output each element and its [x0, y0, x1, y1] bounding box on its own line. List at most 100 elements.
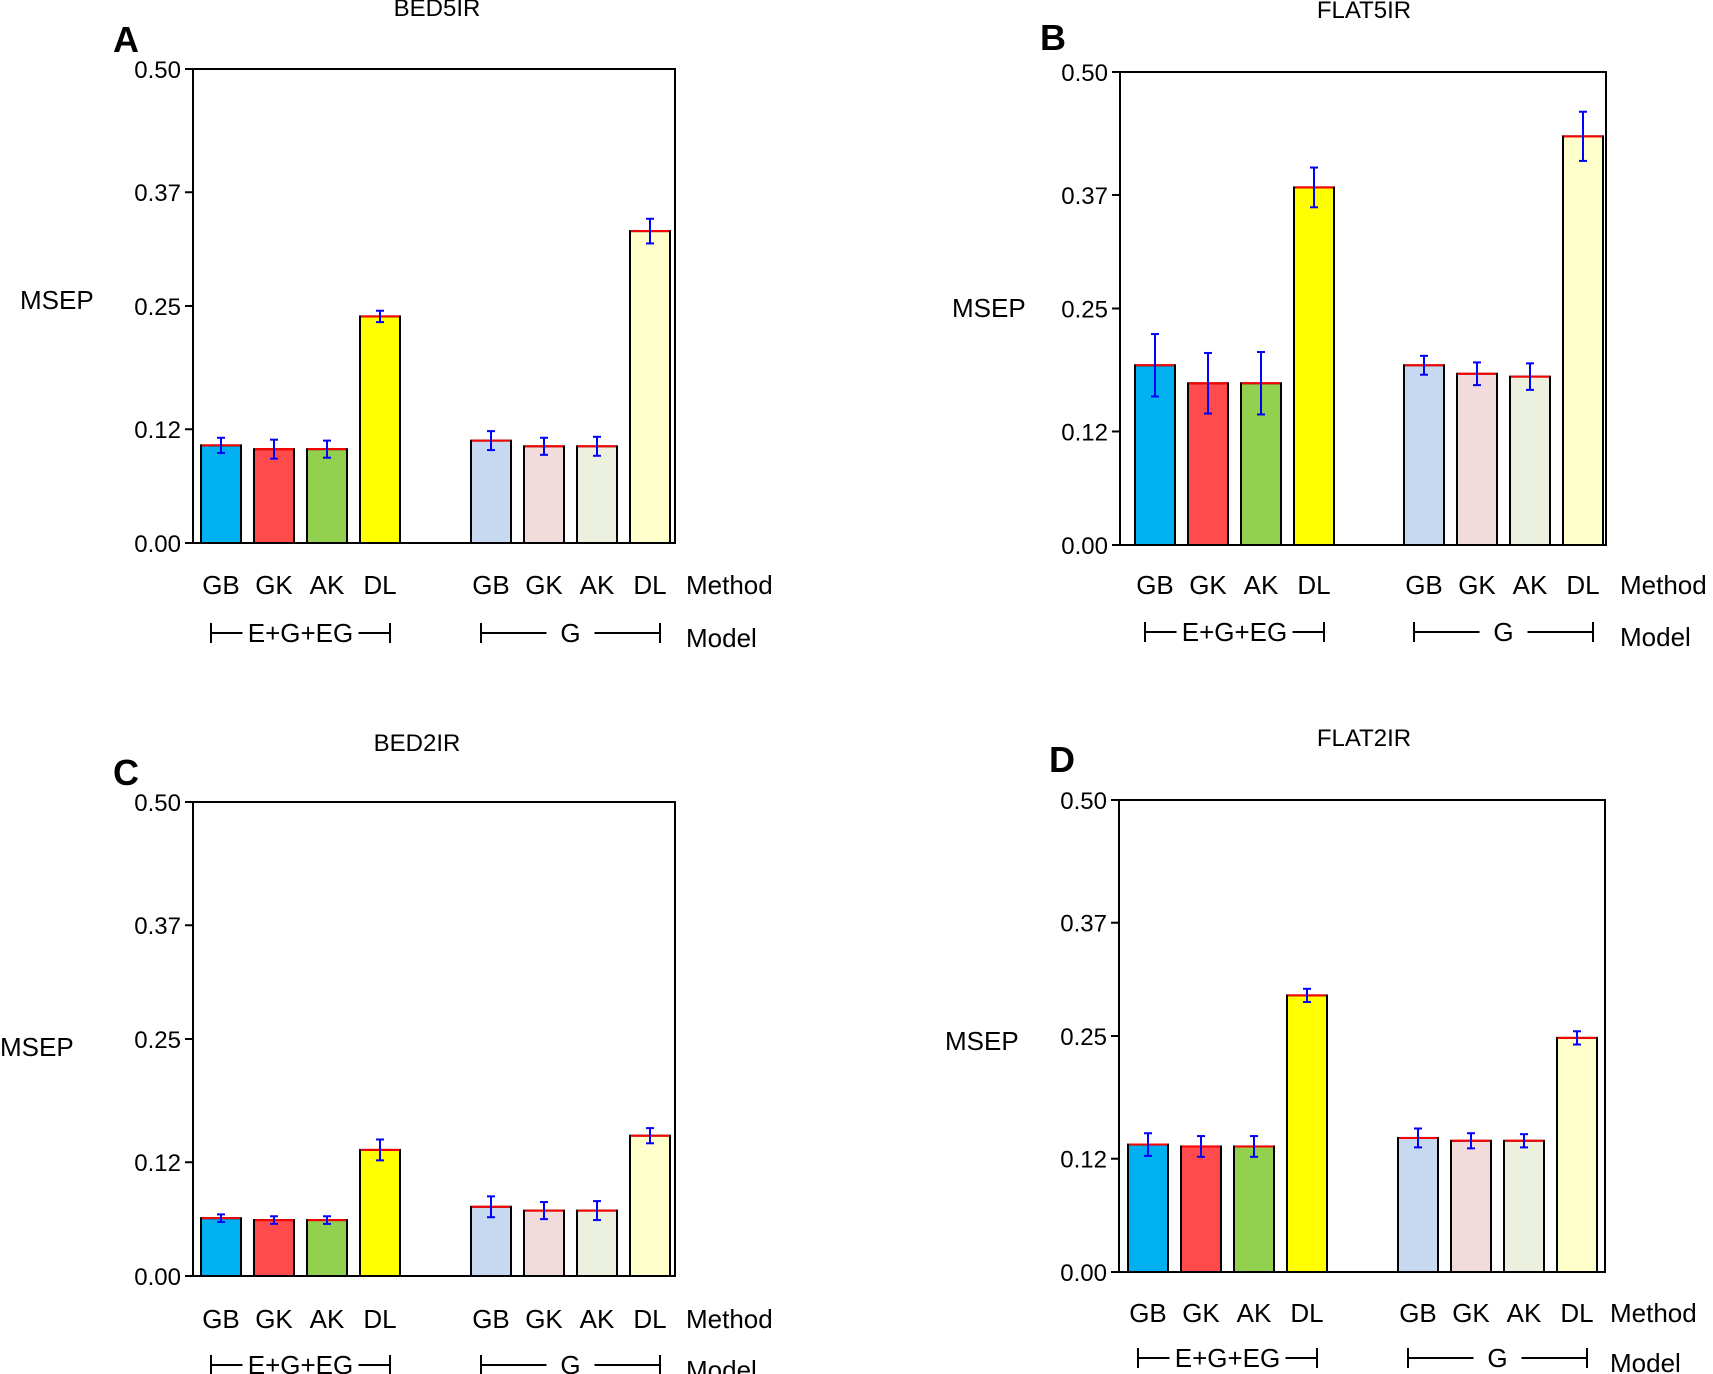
y-tick-label: 0.50 [1061, 60, 1108, 87]
model-bracket [1413, 622, 1594, 642]
model-row-label: Model [1610, 1348, 1681, 1374]
bar-e-g-eg-gb [200, 1217, 242, 1277]
model-label: G [560, 1350, 580, 1374]
model-bracket [210, 623, 391, 643]
y-tick-label: 0.50 [134, 57, 181, 84]
model-bracket [480, 1355, 661, 1374]
bar-e-g-eg-ak [306, 1219, 348, 1277]
chart-title: BED5IR [394, 0, 481, 22]
x-tick-label: DL [633, 1304, 666, 1334]
model-bracket [1137, 1348, 1318, 1368]
bar-e-g-eg-dl [1293, 186, 1335, 547]
y-tick-label: 0.25 [1060, 1024, 1107, 1051]
bar-g-gk [1456, 372, 1498, 546]
panel-letter: C [113, 752, 139, 793]
chart-title: FLAT5IR [1317, 0, 1411, 24]
x-tick-label: DL [1290, 1298, 1323, 1328]
model-label: G [560, 618, 580, 648]
model-label: E+G+EG [1182, 617, 1288, 647]
model-bracket [1144, 622, 1325, 642]
chart-title: BED2IR [374, 730, 461, 757]
x-tick-label: AK [1244, 570, 1279, 600]
x-tick-label: DL [633, 570, 666, 600]
y-tick-label: 0.37 [1061, 183, 1108, 210]
x-tick-label: GK [255, 570, 293, 600]
method-row-label: Method [1610, 1298, 1697, 1328]
panel-letter: D [1049, 739, 1075, 780]
x-tick-label: GB [1405, 570, 1443, 600]
model-label: G [1493, 617, 1513, 647]
bar-e-g-eg-gb [200, 444, 242, 544]
y-axis-label: MSEP [20, 285, 94, 315]
bar-g-ak [1509, 375, 1551, 546]
x-tick-label: GK [1189, 570, 1227, 600]
x-tick-label: AK [1237, 1298, 1272, 1328]
model-label: G [1487, 1343, 1507, 1373]
y-tick-label: 0.12 [1061, 419, 1108, 446]
x-tick-label: GK [1182, 1298, 1220, 1328]
x-tick-label: GB [472, 1304, 510, 1334]
x-tick-label: GB [1129, 1298, 1167, 1328]
bar-g-ak [1503, 1139, 1545, 1274]
x-tick-label: GK [525, 1304, 563, 1334]
x-tick-label: GK [1452, 1298, 1490, 1328]
y-tick-label: 0.12 [134, 417, 181, 444]
y-tick-label: 0.50 [1060, 788, 1107, 815]
x-tick-label: AK [310, 1304, 345, 1334]
model-row-label: Model [686, 1355, 757, 1374]
x-tick-label: GB [1136, 570, 1174, 600]
y-tick-label: 0.25 [1061, 297, 1108, 324]
y-tick-label: 0.12 [134, 1150, 181, 1177]
bar-g-gb [1403, 364, 1445, 547]
y-tick-label: 0.12 [1060, 1147, 1107, 1174]
panel-a: A BED5IR MSEP 0.00 0.12 0.25 0.37 0.50 GB GK AK DL E… [20, 0, 773, 653]
plot-frame [192, 801, 676, 1277]
model-bracket [1407, 1348, 1588, 1368]
model-row-label: Model [1620, 622, 1691, 652]
y-tick-label: 0.00 [134, 1264, 181, 1291]
bar-g-gk [523, 445, 565, 544]
panel-letter: B [1040, 17, 1066, 58]
bar-g-dl [629, 230, 671, 544]
y-axis-label: MSEP [0, 1032, 74, 1062]
panel-d: D FLAT2IR MSEP 0.00 0.12 0.25 0.37 0.50 GB GK AK DL… [945, 725, 1697, 1374]
bar-e-g-eg-ak [306, 448, 348, 545]
x-tick-label: GB [472, 570, 510, 600]
bar-g-ak [576, 445, 618, 544]
x-tick-label: AK [310, 570, 345, 600]
x-tick-label: AK [1507, 1298, 1542, 1328]
x-tick-label: GK [1458, 570, 1496, 600]
x-tick-label: DL [1566, 570, 1599, 600]
bar-e-g-eg-dl [359, 1148, 401, 1278]
bar-e-g-eg-gk [253, 448, 295, 545]
y-tick-label: 0.37 [134, 913, 181, 940]
y-tick-label: 0.25 [134, 1027, 181, 1054]
x-tick-label: GB [202, 570, 240, 600]
x-tick-label: DL [363, 570, 396, 600]
y-tick-label: 0.25 [134, 294, 181, 321]
x-tick-label: DL [1560, 1298, 1593, 1328]
bar-e-g-eg-ak [1233, 1145, 1275, 1273]
x-tick-label: GK [255, 1304, 293, 1334]
x-tick-label: GB [202, 1304, 240, 1334]
bar-g-gb [470, 439, 512, 544]
bar-e-g-eg-ak [1240, 382, 1282, 547]
x-tick-label: AK [1513, 570, 1548, 600]
bar-e-g-eg-gk [1180, 1145, 1222, 1273]
panel-c: C BED2IR MSEP 0.00 0.12 0.25 0.37 0.50 GB GK AK DL E… [0, 730, 773, 1374]
model-label: E+G+EG [1175, 1343, 1281, 1373]
x-tick-label: DL [1297, 570, 1330, 600]
panel-b: B FLAT5IR MSEP 0.00 0.12 0.25 0.37 0.50 GB GK AK DL… [952, 0, 1707, 652]
bar-g-ak [576, 1209, 618, 1278]
model-label: E+G+EG [248, 618, 354, 648]
bar-e-g-eg-dl [1286, 994, 1328, 1274]
y-tick-label: 0.00 [1060, 1260, 1107, 1287]
bar-g-gk [523, 1209, 565, 1278]
model-label: E+G+EG [248, 1350, 354, 1374]
model-bracket [210, 1355, 391, 1374]
method-row-label: Method [686, 570, 773, 600]
y-axis-label: MSEP [945, 1026, 1019, 1056]
bar-e-g-eg-dl [359, 315, 401, 545]
x-tick-label: AK [580, 570, 615, 600]
